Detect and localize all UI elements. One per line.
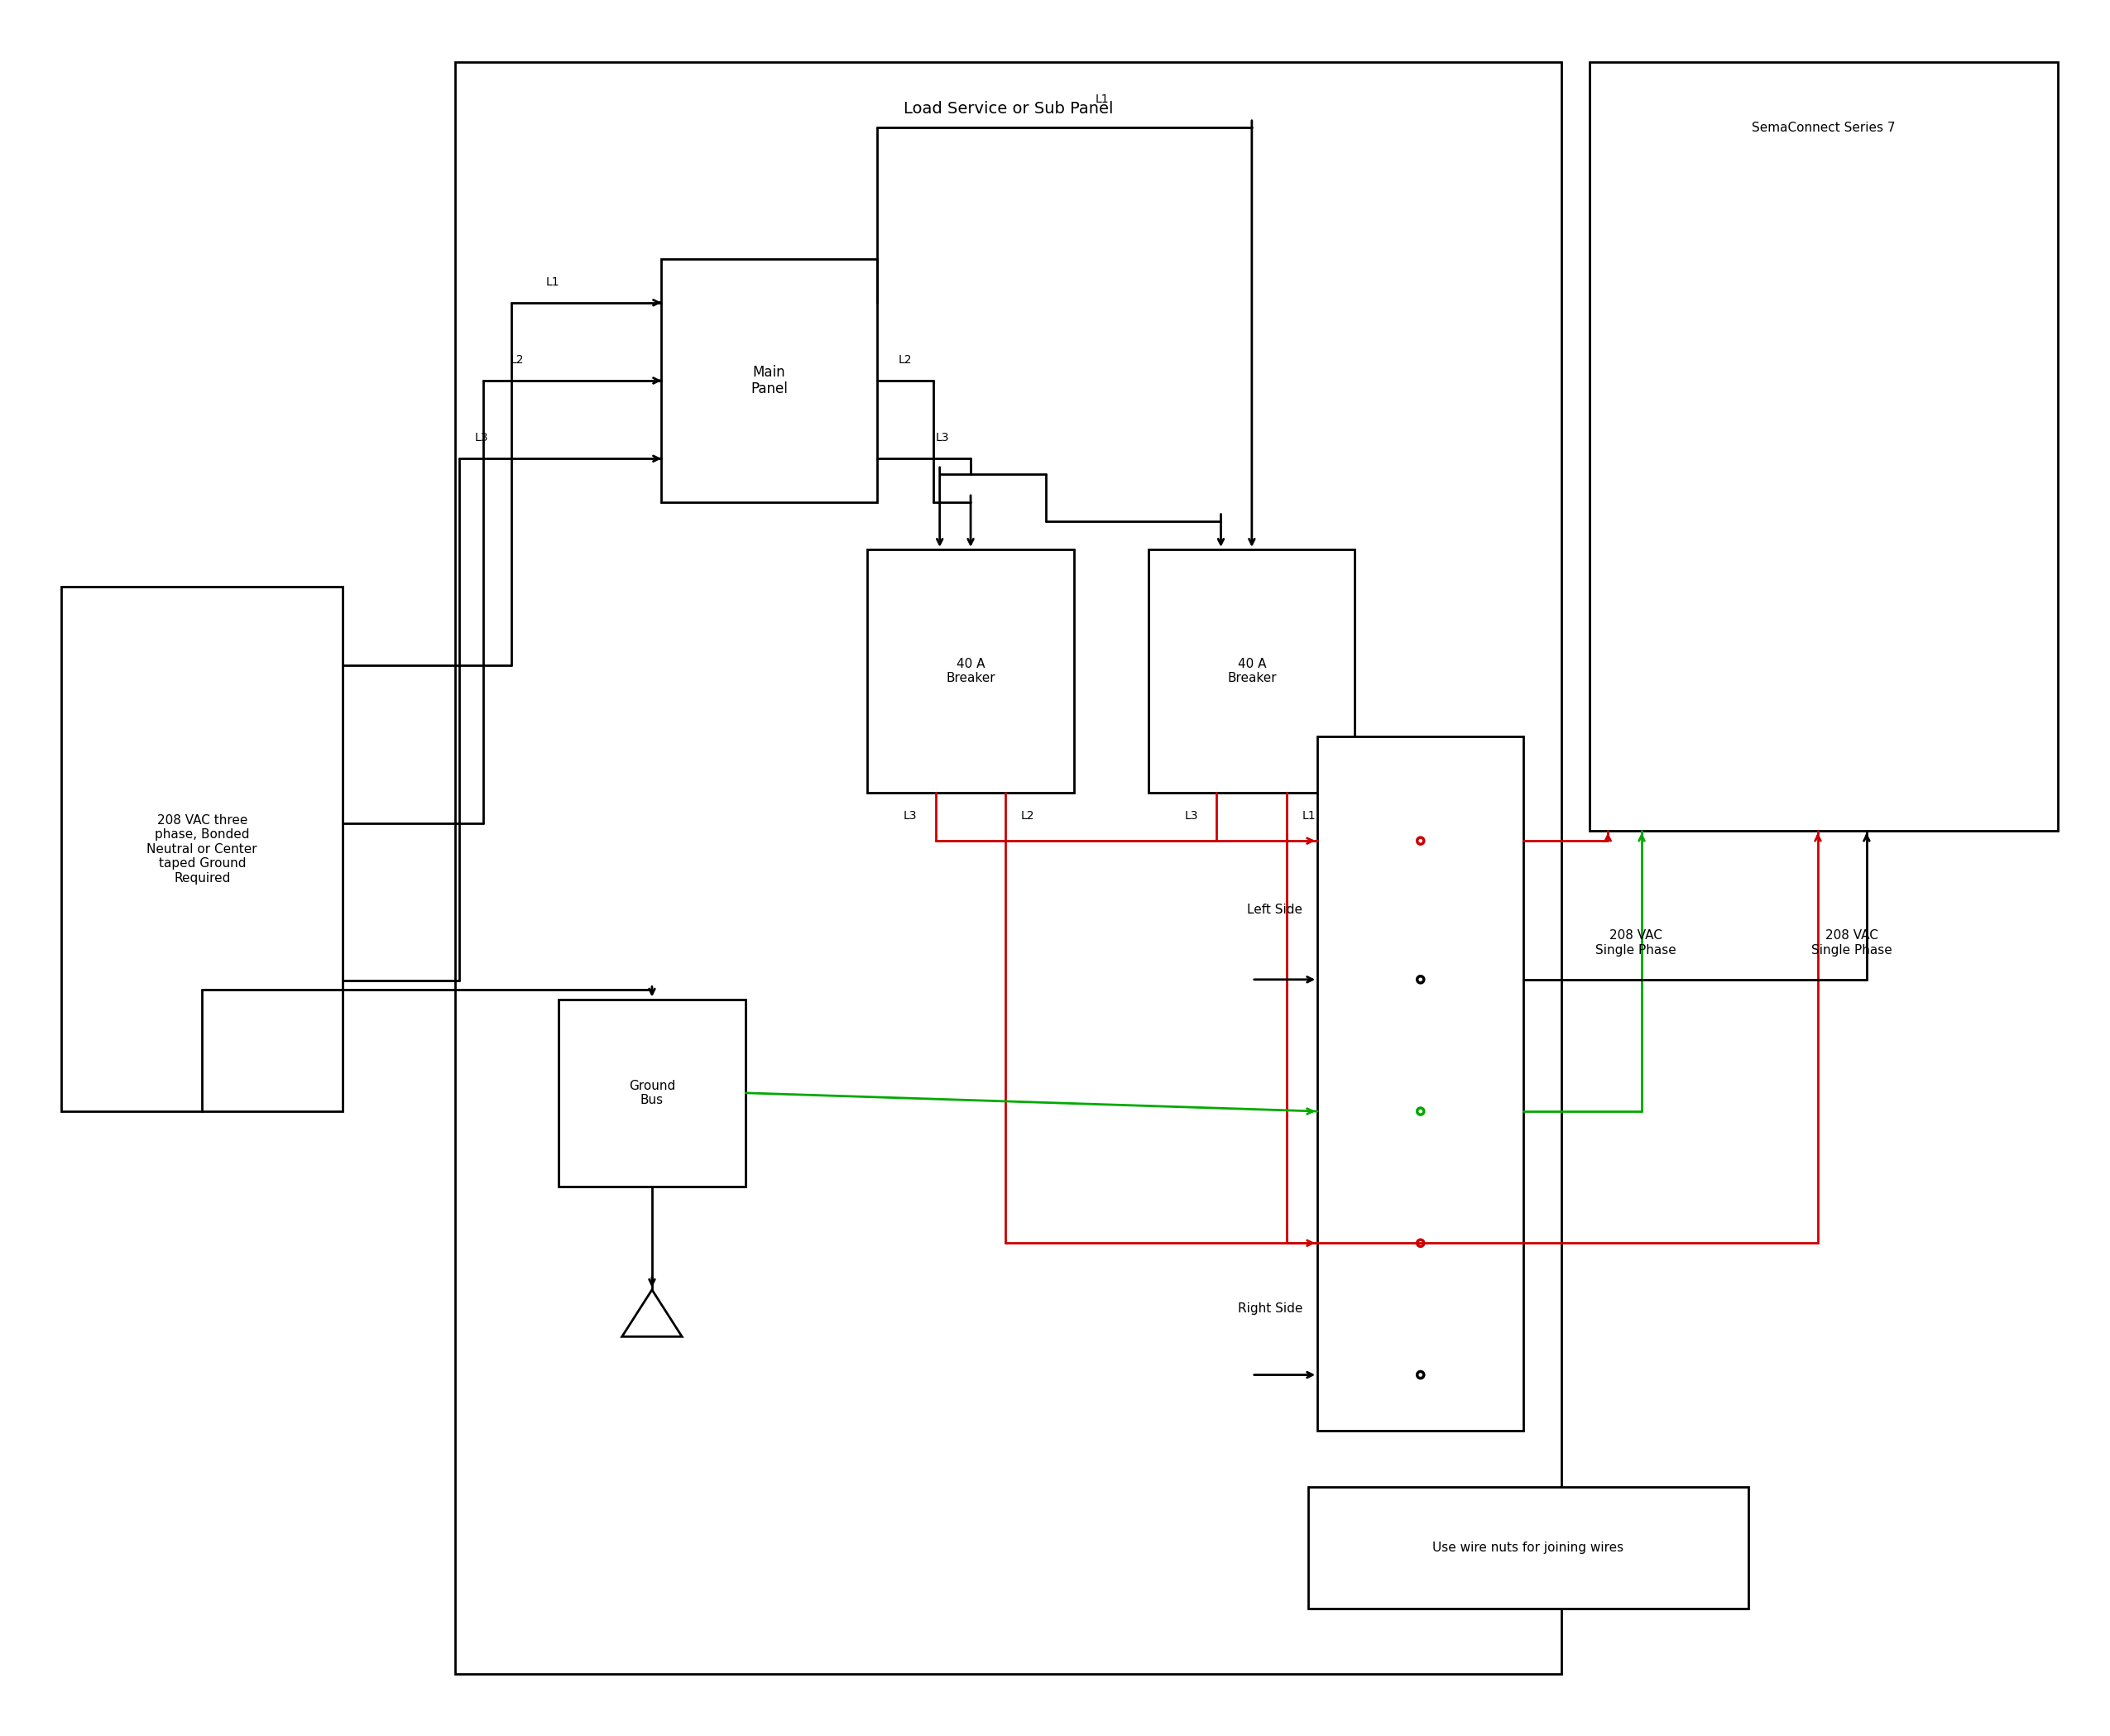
Text: Right Side: Right Side (1239, 1302, 1302, 1316)
Bar (456, 62, 1561, 1674)
Text: L3: L3 (475, 432, 487, 444)
Text: Left Side: Left Side (1247, 904, 1302, 917)
Bar (1148, 549, 1355, 793)
Text: L2: L2 (1021, 809, 1034, 821)
Bar (867, 549, 1074, 793)
Bar (559, 1000, 745, 1187)
Text: 208 VAC
Single Phase: 208 VAC Single Phase (1810, 929, 1893, 957)
Bar (660, 259, 878, 502)
Text: Load Service or Sub Panel: Load Service or Sub Panel (903, 101, 1112, 116)
Text: SemaConnect Series 7: SemaConnect Series 7 (1751, 122, 1895, 134)
Text: L2: L2 (511, 354, 523, 366)
Text: L3: L3 (1184, 809, 1198, 821)
Text: L2: L2 (899, 354, 912, 366)
Text: 208 VAC three
phase, Bonded
Neutral or Center
taped Ground
Required: 208 VAC three phase, Bonded Neutral or C… (148, 814, 257, 884)
Bar (1589, 62, 2057, 830)
Text: 208 VAC
Single Phase: 208 VAC Single Phase (1595, 929, 1677, 957)
Text: 40 A
Breaker: 40 A Breaker (1228, 658, 1277, 684)
Text: L3: L3 (903, 809, 918, 821)
Text: L1: L1 (1095, 94, 1108, 106)
Bar (61, 587, 342, 1111)
Bar (1317, 736, 1523, 1430)
Text: Ground
Bus: Ground Bus (629, 1080, 675, 1106)
Text: L1: L1 (1302, 809, 1317, 821)
Text: 40 A
Breaker: 40 A Breaker (945, 658, 996, 684)
Text: L1: L1 (546, 276, 559, 288)
Bar (1308, 1486, 1749, 1609)
Text: Main
Panel: Main Panel (751, 365, 787, 398)
Text: Use wire nuts for joining wires: Use wire nuts for joining wires (1433, 1542, 1625, 1554)
Text: L3: L3 (935, 432, 949, 444)
